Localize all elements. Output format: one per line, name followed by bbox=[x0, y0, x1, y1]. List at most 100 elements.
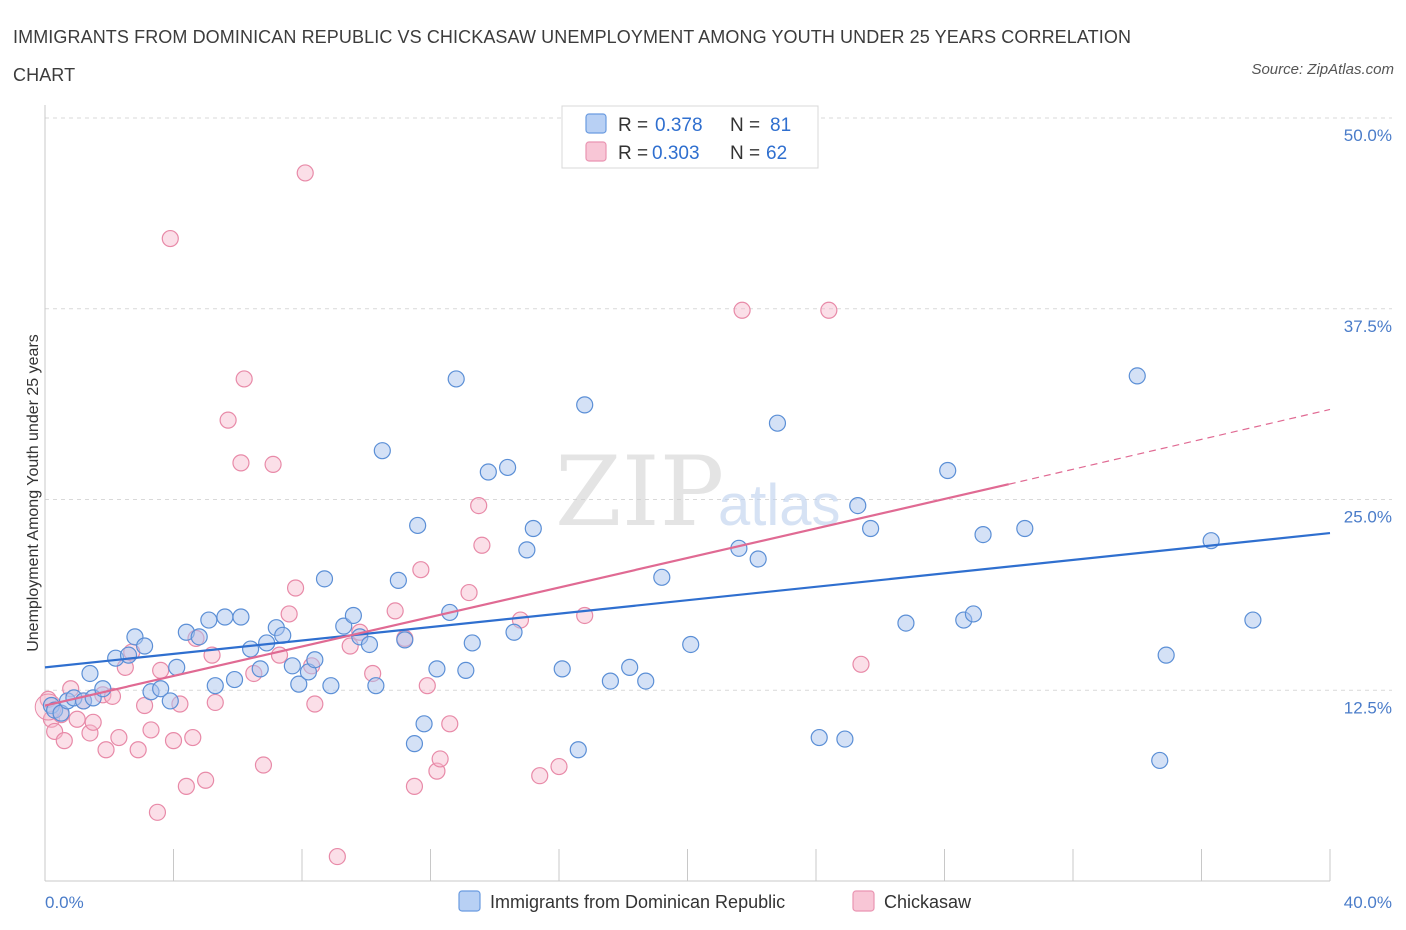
chickasaw-trendline bbox=[44, 483, 1009, 707]
chickasaw-point-41 bbox=[306, 695, 324, 713]
chickasaw-point-29 bbox=[206, 693, 224, 712]
dominican-point-59 bbox=[621, 658, 639, 676]
dominican-point-38 bbox=[360, 635, 379, 654]
dominican-point-60 bbox=[637, 672, 655, 690]
chickasaw-point-53 bbox=[441, 715, 459, 733]
dominican-point-44 bbox=[415, 715, 433, 733]
chickasaw-point-59 bbox=[550, 757, 568, 776]
trendlines bbox=[44, 408, 1331, 707]
dominican-point-29 bbox=[283, 657, 301, 675]
chickasaw-point-8 bbox=[81, 724, 99, 742]
dominican-point-23 bbox=[232, 608, 250, 626]
dominican-point-56 bbox=[569, 741, 587, 759]
chickasaw-point-4 bbox=[55, 732, 73, 750]
chickasaw-point-13 bbox=[110, 728, 128, 747]
chickasaw-point-46 bbox=[386, 602, 404, 620]
chickasaw-point-49 bbox=[412, 561, 430, 579]
dominican-point-36 bbox=[344, 606, 362, 625]
dominican-point-34 bbox=[322, 677, 340, 695]
y-tick-label-3: 50.0% bbox=[1344, 126, 1392, 145]
axes bbox=[44, 105, 1331, 882]
dominican-point-57 bbox=[576, 396, 594, 414]
chickasaw-point-58 bbox=[531, 767, 549, 785]
dominican-point-67 bbox=[836, 730, 854, 748]
dominican-point-68 bbox=[849, 497, 867, 515]
dominican-point-81 bbox=[405, 735, 424, 753]
legend-n-label-pink: N = bbox=[730, 143, 760, 164]
chickasaw-point-52 bbox=[431, 750, 449, 768]
dominican-point-65 bbox=[768, 414, 787, 432]
dominican-point-47 bbox=[447, 370, 465, 388]
dominican-point-78 bbox=[1157, 646, 1175, 664]
dominican-point-35 bbox=[335, 617, 353, 635]
chickasaw-point-34 bbox=[254, 756, 273, 774]
dominican-point-53 bbox=[518, 541, 536, 559]
chickasaw-point-26 bbox=[184, 728, 202, 747]
legend-n-value-pink: 62 bbox=[766, 143, 787, 164]
legend-r-value-pink: 0.303 bbox=[652, 143, 700, 164]
chickasaw-point-32 bbox=[235, 370, 253, 388]
watermark-zip: ZIP bbox=[555, 436, 724, 548]
dominican-point-14 bbox=[152, 680, 170, 698]
legend-swatch-pink bbox=[585, 141, 607, 162]
chickasaw-point-61 bbox=[733, 301, 751, 319]
legend-swatch-blue bbox=[585, 113, 607, 134]
y-tick-label-1: 25.0% bbox=[1344, 508, 1392, 527]
dominican-point-62 bbox=[682, 635, 700, 654]
watermark-atlas: atlas bbox=[718, 473, 841, 538]
dominican-point-18 bbox=[190, 628, 208, 646]
dominican-point-71 bbox=[939, 461, 957, 480]
legend-r-label-blue: R = bbox=[618, 115, 648, 136]
dominican-point-70 bbox=[897, 614, 915, 632]
series-swatch-pink bbox=[852, 890, 875, 912]
watermark: ZIP atlas bbox=[555, 436, 841, 548]
dominican-point-43 bbox=[409, 516, 427, 535]
chickasaw-point-9 bbox=[84, 713, 102, 731]
y-tick-label-0: 12.5% bbox=[1344, 698, 1392, 717]
chickasaw-point-56 bbox=[473, 536, 491, 554]
chickasaw-point-62 bbox=[820, 301, 838, 319]
source-label: Source: ZipAtlas.com bbox=[1251, 61, 1394, 78]
chickasaw-point-20 bbox=[152, 661, 170, 680]
dominican-trendline bbox=[44, 531, 1331, 669]
y-axis-label: Unemployment Among Youth under 25 years bbox=[25, 334, 42, 652]
dominican-point-52 bbox=[505, 623, 523, 641]
chickasaw-point-18 bbox=[142, 721, 160, 739]
dominican-point-40 bbox=[373, 442, 391, 460]
correlation-legend: R = 0.378 N = 81 R = 0.303 N = 62 bbox=[561, 105, 819, 169]
chickasaw-point-38 bbox=[286, 579, 305, 597]
dominican-point-66 bbox=[810, 728, 828, 747]
chickasaw-point-6 bbox=[68, 710, 86, 728]
dominican-points bbox=[42, 367, 1262, 770]
dominican-point-45 bbox=[428, 660, 446, 678]
dominican-point-61 bbox=[653, 568, 671, 586]
dominican-point-24 bbox=[242, 640, 260, 658]
dominican-point-12 bbox=[135, 637, 154, 655]
dominican-point-30 bbox=[290, 675, 308, 693]
dominican-point-32 bbox=[306, 651, 324, 669]
x-tick-label-min: 0.0% bbox=[45, 893, 84, 912]
dominican-point-76 bbox=[1128, 367, 1146, 385]
dominican-point-77 bbox=[1151, 751, 1169, 770]
x-tick-label-max: 40.0% bbox=[1344, 893, 1392, 912]
chickasaw-point-30 bbox=[219, 411, 237, 429]
dominican-point-74 bbox=[974, 525, 992, 544]
chickasaw-point-21 bbox=[161, 229, 179, 248]
dominican-point-33 bbox=[315, 570, 334, 588]
legend-r-label-pink: R = bbox=[618, 143, 648, 164]
dominican-point-21 bbox=[216, 608, 234, 626]
dominican-point-42 bbox=[396, 631, 414, 649]
legend-n-label-blue: N = bbox=[730, 115, 760, 136]
dominican-point-80 bbox=[1244, 611, 1262, 629]
legend-r-value-blue: 0.378 bbox=[655, 115, 703, 136]
chickasaw-point-42 bbox=[328, 847, 346, 866]
dominican-point-69 bbox=[862, 519, 880, 538]
dominican-point-55 bbox=[553, 660, 571, 678]
dominican-point-39 bbox=[367, 677, 385, 695]
series-swatch-blue bbox=[458, 890, 481, 912]
dominican-point-10 bbox=[119, 646, 138, 664]
dominican-point-54 bbox=[524, 519, 542, 538]
series-legend: Immigrants from Dominican Republic Chick… bbox=[458, 890, 972, 912]
y-tick-labels: 12.5% 25.0% 37.5% 50.0% bbox=[1344, 126, 1392, 717]
